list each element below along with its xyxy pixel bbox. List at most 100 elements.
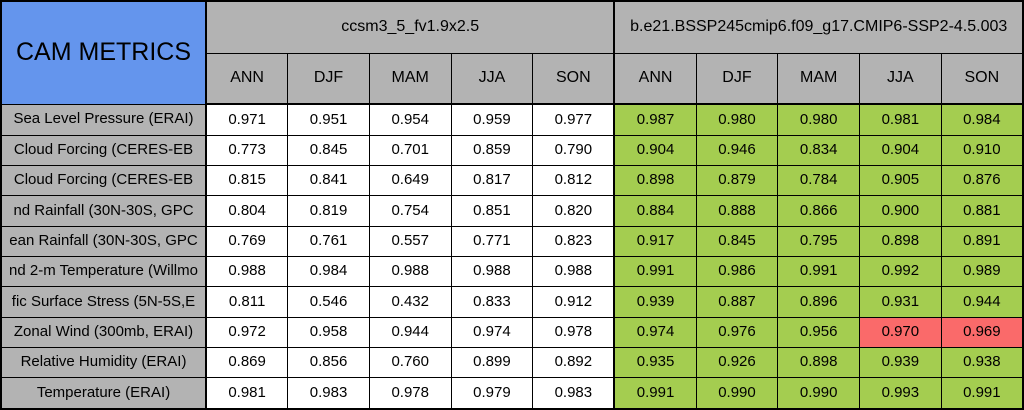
metric-label: Sea Level Pressure (ERAI) (0, 103, 207, 136)
value-cell: 0.984 (940, 103, 1024, 136)
value-cell: 0.869 (205, 346, 289, 379)
value-cell: 0.881 (940, 195, 1024, 227)
value-cell: 0.900 (859, 195, 942, 227)
value-cell: 0.887 (695, 286, 779, 318)
value-cell: 0.701 (368, 134, 452, 167)
value-cell: 0.958 (287, 316, 370, 348)
value-cell: 0.851 (450, 195, 534, 227)
value-cell: 0.557 (368, 225, 452, 257)
metric-label: fic Surface Stress (5N-5S,E (0, 286, 207, 318)
value-cell: 0.898 (859, 225, 942, 257)
value-cell: 0.979 (450, 377, 534, 410)
metric-label: Temperature (ERAI) (0, 377, 207, 410)
value-cell: 0.833 (450, 286, 534, 318)
value-cell: 0.790 (532, 134, 615, 167)
season-header-jja: JJA (859, 52, 942, 105)
value-cell: 0.991 (613, 377, 697, 410)
metric-label: Cloud Forcing (CERES-EB (0, 134, 207, 167)
value-cell: 0.899 (450, 346, 534, 379)
value-cell: 0.991 (777, 255, 860, 288)
table-row: fic Surface Stress (5N-5S,E 0.811 0.546 … (0, 286, 1024, 318)
season-header-son: SON (940, 52, 1024, 105)
model-group-1-header: ccsm3_5_fv1.9x2.5 (205, 0, 615, 54)
value-cell: 0.992 (859, 255, 942, 288)
metric-label: Cloud Forcing (CERES-EB (0, 164, 207, 197)
value-cell: 0.939 (859, 346, 942, 379)
value-cell: 0.784 (777, 164, 860, 197)
value-cell: 0.978 (368, 377, 452, 410)
value-cell: 0.990 (695, 377, 779, 410)
value-cell: 0.931 (859, 286, 942, 318)
value-cell: 0.939 (613, 286, 697, 318)
season-header-son: SON (532, 52, 615, 105)
value-cell: 0.769 (205, 225, 289, 257)
model-group-2-header: b.e21.BSSP245cmip6.f09_g17.CMIP6-SSP2-4.… (613, 0, 1024, 54)
value-cell: 0.983 (287, 377, 370, 410)
value-cell: 0.935 (613, 346, 697, 379)
value-cell: 0.993 (859, 377, 942, 410)
value-cell: 0.898 (613, 164, 697, 197)
value-cell: 0.879 (695, 164, 779, 197)
season-header-mam: MAM (777, 52, 860, 105)
value-cell: 0.984 (287, 255, 370, 288)
value-cell: 0.980 (695, 103, 779, 136)
value-cell: 0.834 (777, 134, 860, 167)
value-cell: 0.819 (287, 195, 370, 227)
value-cell: 0.989 (940, 255, 1024, 288)
value-cell: 0.971 (205, 103, 289, 136)
value-cell: 0.761 (287, 225, 370, 257)
value-cell: 0.432 (368, 286, 452, 318)
value-cell: 0.970 (859, 316, 942, 348)
value-cell: 0.990 (777, 377, 860, 410)
value-cell: 0.823 (532, 225, 615, 257)
value-cell: 0.845 (287, 134, 370, 167)
season-header-ann: ANN (205, 52, 289, 105)
value-cell: 0.891 (940, 225, 1024, 257)
value-cell: 0.988 (532, 255, 615, 288)
value-cell: 0.896 (777, 286, 860, 318)
value-cell: 0.988 (368, 255, 452, 288)
season-header-djf: DJF (695, 52, 779, 105)
value-cell: 0.983 (532, 377, 615, 410)
value-cell: 0.912 (532, 286, 615, 318)
value-cell: 0.991 (940, 377, 1024, 410)
value-cell: 0.956 (777, 316, 860, 348)
season-header-ann: ANN (613, 52, 697, 105)
table-row: Sea Level Pressure (ERAI) 0.971 0.951 0.… (0, 103, 1024, 136)
season-header-jja: JJA (450, 52, 534, 105)
season-header-mam: MAM (368, 52, 452, 105)
table-row: Temperature (ERAI) 0.981 0.983 0.978 0.9… (0, 377, 1024, 410)
value-cell: 0.866 (777, 195, 860, 227)
value-cell: 0.981 (205, 377, 289, 410)
table-row: nd 2-m Temperature (Willmo 0.988 0.984 0… (0, 255, 1024, 288)
value-cell: 0.815 (205, 164, 289, 197)
value-cell: 0.904 (613, 134, 697, 167)
value-cell: 0.969 (940, 316, 1024, 348)
value-cell: 0.795 (777, 225, 860, 257)
table-row: ean Rainfall (30N-30S, GPC 0.769 0.761 0… (0, 225, 1024, 257)
value-cell: 0.972 (205, 316, 289, 348)
value-cell: 0.820 (532, 195, 615, 227)
season-header-row: ANN DJF MAM JJA SON ANN DJF MAM JJA SON (1, 52, 1024, 105)
table-row: nd Rainfall (30N-30S, GPC 0.804 0.819 0.… (0, 195, 1024, 227)
metric-label: ean Rainfall (30N-30S, GPC (0, 225, 207, 257)
value-cell: 0.841 (287, 164, 370, 197)
value-cell: 0.981 (859, 103, 942, 136)
metric-label: nd 2-m Temperature (Willmo (0, 255, 207, 288)
value-cell: 0.904 (859, 134, 942, 167)
value-cell: 0.754 (368, 195, 452, 227)
value-cell: 0.991 (613, 255, 697, 288)
value-cell: 0.773 (205, 134, 289, 167)
value-cell: 0.771 (450, 225, 534, 257)
value-cell: 0.888 (695, 195, 779, 227)
value-cell: 0.946 (695, 134, 779, 167)
value-cell: 0.951 (287, 103, 370, 136)
model-group-header-row: CAM METRICS ccsm3_5_fv1.9x2.5 b.e21.BSSP… (0, 0, 1024, 105)
value-cell: 0.884 (613, 195, 697, 227)
value-cell: 0.817 (450, 164, 534, 197)
page-title: CAM METRICS (0, 0, 207, 105)
value-cell: 0.986 (695, 255, 779, 288)
value-cell: 0.987 (613, 103, 697, 136)
value-cell: 0.760 (368, 346, 452, 379)
